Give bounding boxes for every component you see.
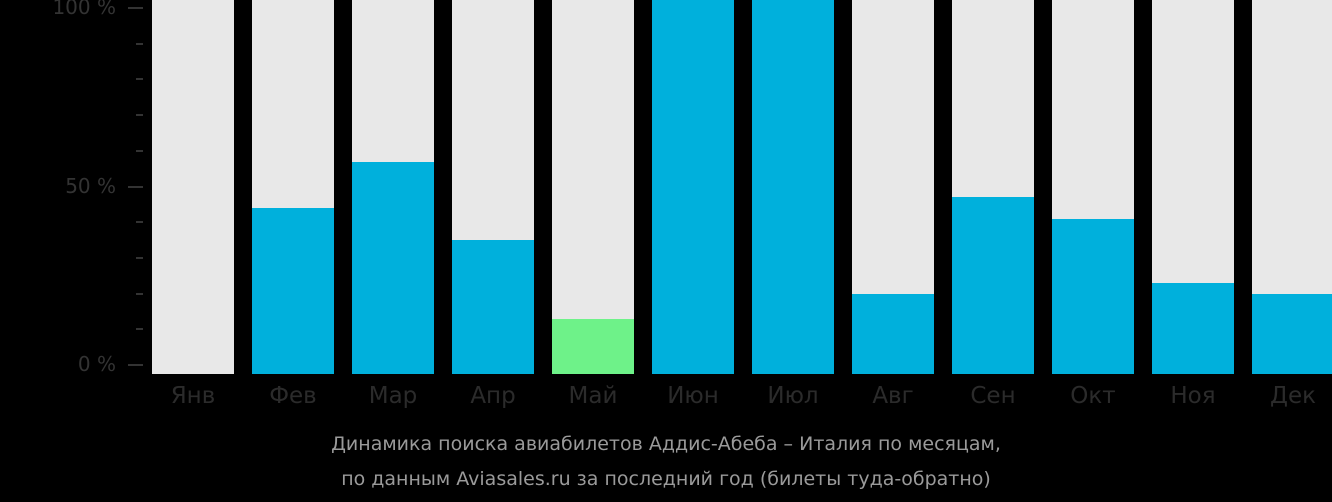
y-axis-label: 50 %	[65, 173, 116, 198]
y-minor-tick	[136, 292, 143, 295]
bar-value-fill	[452, 240, 534, 374]
bar-value-fill	[1252, 293, 1332, 374]
y-minor-tick	[136, 78, 143, 81]
y-axis-label: 0 %	[77, 352, 116, 376]
bar-value-fill	[1152, 282, 1234, 374]
bar-value-fill	[652, 0, 734, 374]
bar-Май	[552, 0, 634, 374]
bar-Ноя	[1152, 0, 1234, 374]
y-major-tick	[128, 364, 143, 366]
x-axis-label: Апр	[470, 383, 516, 409]
bar-Апр	[452, 0, 534, 374]
bar-value-fill	[352, 161, 434, 374]
y-major-tick	[128, 7, 143, 9]
chart-caption-line2: по данным Aviasales.ru за последний год …	[341, 468, 991, 490]
bar-value-fill	[1052, 218, 1134, 374]
bar-Окт	[1052, 0, 1134, 374]
x-axis-label: Дек	[1269, 383, 1316, 409]
bar-Фев	[252, 0, 334, 374]
y-minor-tick	[136, 114, 143, 117]
bar-value-fill	[952, 197, 1034, 374]
x-axis-label: Фев	[269, 383, 317, 409]
x-axis-label: Сен	[970, 383, 1016, 409]
x-axis-label: Окт	[1070, 383, 1116, 409]
bar-Мар	[352, 0, 434, 374]
x-axis-label: Июл	[767, 383, 819, 409]
bar-Июн	[652, 0, 734, 374]
y-minor-tick	[136, 328, 143, 331]
bar-value-fill	[552, 318, 634, 374]
bar-Янв	[152, 0, 234, 374]
y-minor-tick	[136, 221, 143, 224]
y-axis-label: 100 %	[52, 0, 116, 19]
y-minor-tick	[136, 149, 143, 152]
bar-value-fill	[252, 207, 334, 374]
bar-Июл	[752, 0, 834, 374]
bar-value-fill	[752, 0, 834, 374]
bar-Дек	[1252, 0, 1332, 374]
bar-Сен	[952, 0, 1034, 374]
x-axis-label: Июн	[667, 383, 719, 409]
x-axis-label: Май	[568, 383, 618, 409]
y-major-tick	[128, 185, 143, 188]
x-axis-label: Мар	[368, 383, 418, 409]
bar-Авг	[852, 0, 934, 374]
x-axis-label: Авг	[872, 383, 914, 409]
y-minor-tick	[136, 256, 143, 259]
chart-caption-line1: Динамика поиска авиабилетов Аддис-Абеба …	[331, 433, 1001, 455]
bar-value-fill	[852, 293, 934, 374]
x-axis-label: Ноя	[1170, 383, 1216, 409]
x-axis-label: Янв	[170, 383, 216, 409]
y-minor-tick	[136, 42, 143, 45]
